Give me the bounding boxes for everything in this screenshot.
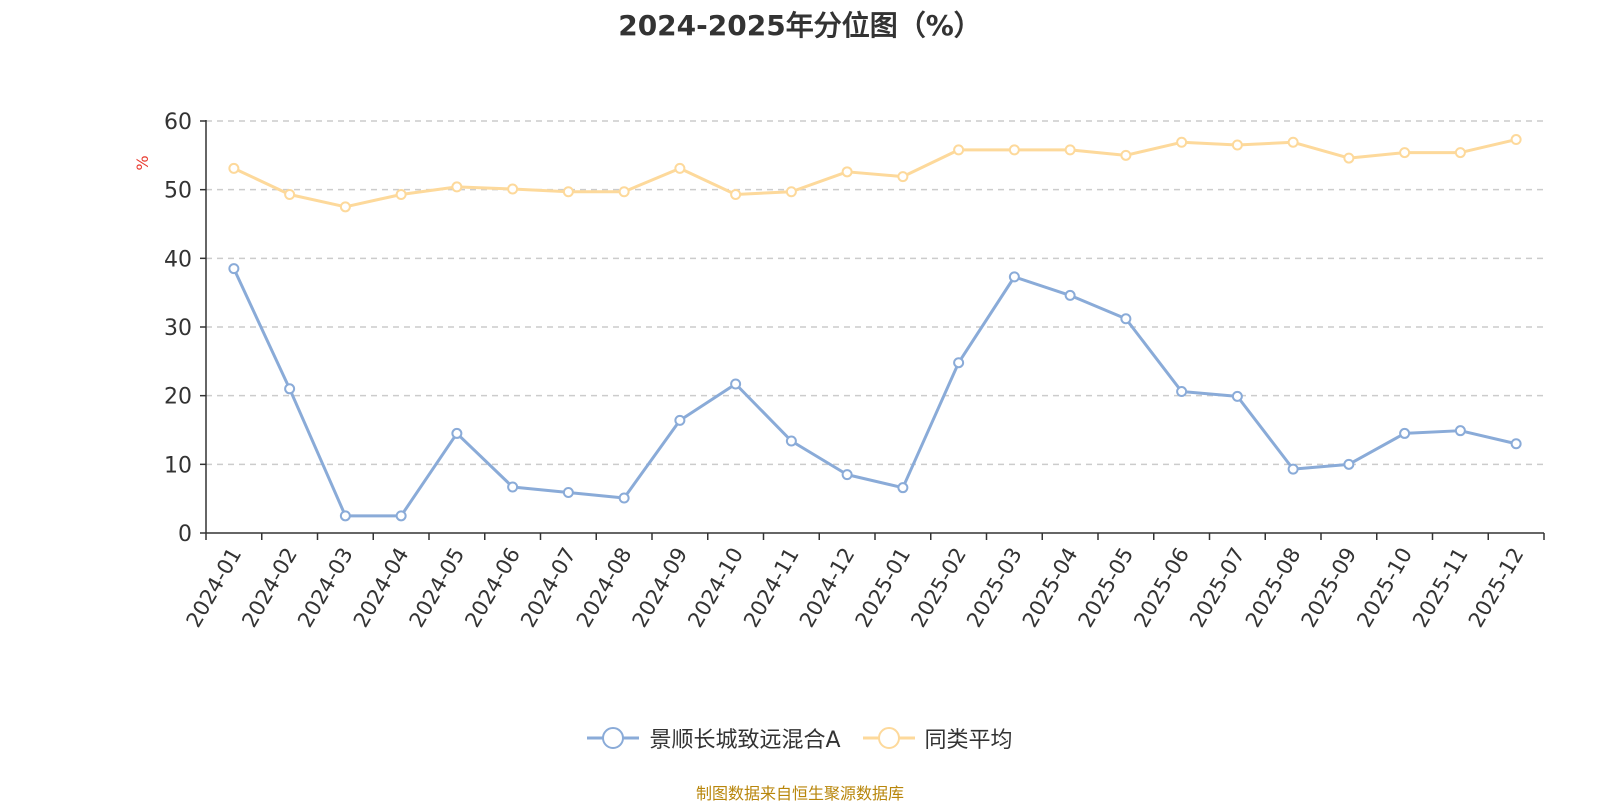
x-tick-label: 2024-09 [628, 544, 693, 632]
data-point-series0 [1343, 458, 1355, 470]
x-tick-label: 2024-10 [683, 544, 748, 632]
x-tick-label: 2025-07 [1185, 544, 1250, 632]
data-point-series0 [451, 427, 463, 439]
x-tick-label: 2024-04 [349, 544, 414, 632]
x-tick-label: 2025-08 [1241, 544, 1306, 632]
data-point-series1 [507, 183, 519, 195]
x-tick-label: 2024-02 [237, 544, 302, 632]
data-point-series0 [228, 263, 240, 275]
x-tick-label: 2024-06 [460, 544, 525, 632]
data-point-series1 [1343, 152, 1355, 164]
x-tick-label: 2025-02 [906, 544, 971, 632]
data-point-series0 [953, 357, 965, 369]
data-point-series0 [1008, 271, 1020, 283]
data-point-series1 [562, 186, 574, 198]
data-point-series1 [1510, 134, 1522, 146]
data-point-series0 [1454, 425, 1466, 437]
data-point-series0 [785, 435, 797, 447]
data-source-note: 制图数据来自恒生聚源数据库 [695, 784, 904, 803]
x-tick-label: 2024-05 [405, 544, 470, 632]
data-point-series1 [1399, 147, 1411, 159]
y-tick-label: 20 [164, 385, 192, 410]
data-point-series1 [674, 162, 686, 174]
data-point-series0 [841, 469, 853, 481]
y-tick-label: 30 [164, 316, 192, 341]
data-point-series0 [395, 510, 407, 522]
legend-label-fund: 景顺长城致远混合A [649, 728, 841, 753]
data-point-series0 [897, 482, 909, 494]
legend-item-fund[interactable]: 景顺长城致远混合A [587, 722, 841, 754]
y-axis-label: % [133, 155, 152, 170]
x-tick-label: 2025-04 [1018, 544, 1083, 632]
x-tick-label: 2025-12 [1464, 544, 1529, 632]
x-tick-label: 2024-03 [293, 544, 358, 632]
data-point-series1 [841, 166, 853, 178]
x-tick-label: 2025-01 [851, 544, 916, 632]
data-point-series1 [785, 186, 797, 198]
data-point-series0 [284, 383, 296, 395]
x-tick-label: 2024-08 [572, 544, 637, 632]
data-point-series1 [897, 171, 909, 183]
data-point-series1 [953, 144, 965, 156]
y-tick-label: 50 [164, 179, 192, 204]
data-point-series1 [1064, 144, 1076, 156]
data-point-series1 [395, 188, 407, 200]
data-point-series0 [618, 492, 630, 504]
y-tick-label: 10 [164, 453, 192, 478]
data-point-series1 [228, 162, 240, 174]
series-line-1 [233, 138, 1517, 209]
data-point-series0 [730, 378, 742, 390]
data-point-series1 [451, 181, 463, 193]
data-point-series0 [1399, 427, 1411, 439]
data-point-series1 [339, 201, 351, 213]
x-tick-label: 2025-03 [962, 544, 1027, 632]
data-point-series1 [1120, 149, 1132, 161]
data-point-series1 [1008, 144, 1020, 156]
x-tick-label: 2025-10 [1352, 544, 1417, 632]
legend-item-category-average[interactable]: 同类平均 [862, 722, 1013, 754]
y-tick-label: 0 [178, 522, 192, 547]
legend-swatch-average [862, 727, 915, 749]
legend-label-average: 同类平均 [924, 728, 1013, 753]
data-point-series1 [730, 188, 742, 200]
data-point-series1 [1231, 139, 1243, 151]
chart-title: 2024-2025年分位图（%） [618, 9, 982, 42]
data-point-series1 [284, 188, 296, 200]
series-line-0 [232, 268, 1517, 518]
x-tick-label: 2024-12 [795, 544, 860, 632]
data-point-series0 [1120, 313, 1132, 325]
y-tick-label: 60 [164, 110, 192, 135]
data-point-series1 [1454, 147, 1466, 159]
x-tick-label: 2025-05 [1074, 544, 1139, 632]
data-point-series0 [562, 486, 574, 498]
data-point-series0 [1287, 463, 1299, 475]
x-tick-label: 2025-09 [1297, 544, 1362, 632]
legend-swatch-fund [587, 727, 640, 749]
y-tick-label: 40 [164, 247, 192, 272]
x-tick-label: 2025-06 [1129, 544, 1194, 632]
data-point-series0 [1510, 438, 1522, 450]
x-tick-label: 2025-11 [1408, 544, 1473, 632]
x-tick-label: 2024-11 [739, 544, 804, 632]
data-point-series0 [1231, 390, 1243, 402]
data-point-series0 [507, 481, 519, 493]
x-tick-label: 2024-01 [182, 544, 247, 632]
data-point-series0 [1176, 386, 1188, 398]
data-point-series0 [339, 510, 351, 522]
data-point-series1 [1287, 136, 1299, 148]
data-point-series1 [1176, 136, 1188, 148]
x-tick-label: 2024-07 [516, 544, 581, 632]
line-chart: 0102030405060%2024-012024-022024-032024-… [133, 110, 1545, 632]
legend: 景顺长城致远混合A 同类平均 [0, 722, 1600, 754]
data-point-series0 [674, 414, 686, 426]
data-point-series1 [618, 186, 630, 198]
data-point-series0 [1064, 289, 1076, 301]
